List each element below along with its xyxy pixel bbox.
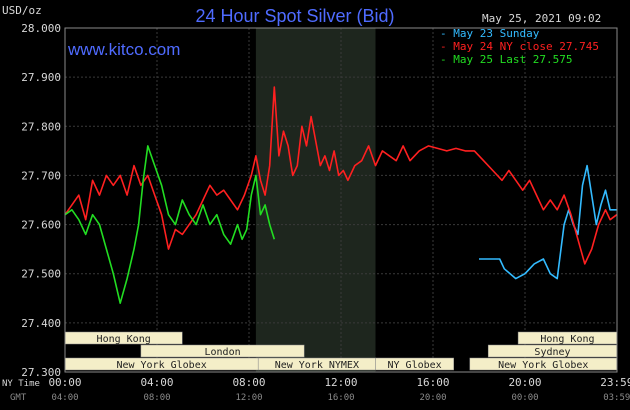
legend-entry-may23: - May 23 Sunday [440,27,540,40]
site-watermark[interactable]: www.kitco.com [67,40,180,59]
x-tick-label-gmt: 08:00 [143,393,170,403]
legend-entry-may24: - May 24 NY close 27.745 [440,40,599,53]
nymex-session-shade [255,28,376,372]
x-tick-label-gmt: 03:59 [603,393,630,403]
x-tick-label-gmt: 00:00 [511,393,538,403]
session-bar [375,357,454,371]
session-label: Hong Kong [97,334,151,345]
x-tick-label-gmt: 04:00 [51,393,78,403]
x-tick-label-ny: 04:00 [140,376,173,389]
session-bar [140,344,305,358]
x-tick-label-ny: 00:00 [48,376,81,389]
y-tick-label: 27.300 [21,366,61,379]
x-tick-label-ny: 20:00 [508,376,541,389]
y-tick-label: 27.700 [21,169,61,182]
y-tick-label: 28.000 [21,22,61,35]
session-label: London [204,347,240,358]
legend-entry-may25: - May 25 Last 27.575 [440,53,572,66]
session-label: New York Globex [498,360,588,371]
x-tick-label-gmt: 16:00 [327,393,354,403]
series-line-2 [64,145,276,304]
x-tick-label-ny: 23:59 [600,376,630,389]
y-tick-label: 27.400 [21,317,61,330]
chart-title: 24 Hour Spot Silver (Bid) [195,6,394,26]
x-tick-label-ny: 08:00 [232,376,265,389]
session-label: Hong Kong [540,334,594,345]
ny-time-label: NY Time [2,379,40,389]
x-tick-label-ny: 16:00 [416,376,449,389]
session-label: New York NYMEX [275,360,359,371]
gmt-label: GMT [10,393,27,403]
session-label: Sydney [534,347,570,358]
x-tick-label-ny: 12:00 [324,376,357,389]
x-tick-label-gmt: 12:00 [235,393,262,403]
y-tick-label: 27.800 [21,120,61,133]
y-tick-label: 27.600 [21,219,61,232]
x-tick-label-gmt: 20:00 [419,393,446,403]
y-tick-label: 27.900 [21,71,61,84]
timestamp: May 25, 2021 09:02 [482,12,601,25]
session-label: NY Globex [388,360,442,371]
legend: - May 23 Sunday - May 24 NY close 27.745… [440,27,599,66]
series-line-1 [64,86,618,265]
y-tick-label: 27.500 [21,268,61,281]
plot-frame [64,27,618,373]
y-axis-unit: USD/oz [2,4,42,17]
session-label: New York Globex [116,360,206,371]
